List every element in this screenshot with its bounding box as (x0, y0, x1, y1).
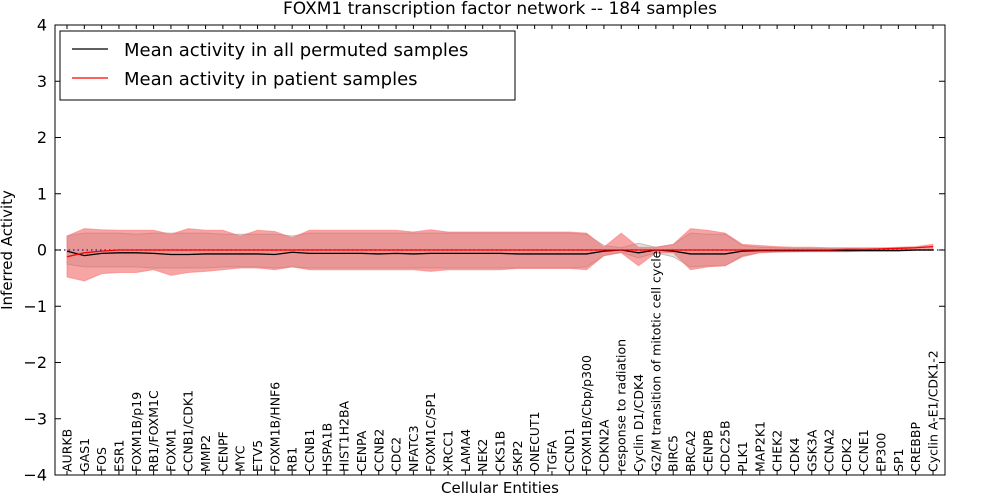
x-tick-label: FOXM1C/SP1 (423, 392, 438, 472)
series-lines (55, 245, 945, 258)
x-tick-label: HIST1H2BA (337, 400, 352, 472)
x-tick-label: PLK1 (735, 441, 750, 472)
x-tick-label: CENPA (354, 430, 369, 472)
x-tick-label: CDK4 (787, 437, 802, 472)
x-tick-label: CCNA2 (822, 429, 837, 472)
y-tick-label: 2 (37, 128, 47, 147)
x-tick-label: EP300 (874, 433, 889, 472)
x-tick-label: CCNB2 (371, 429, 386, 472)
x-tick-label: CENPF (215, 431, 230, 472)
y-tick-label: 4 (37, 16, 47, 35)
x-tick-label: FOXM1B/Cbp/p300 (579, 355, 594, 472)
x-tick-label: CCNE1 (856, 429, 871, 472)
x-tick-label: AURKB (60, 429, 75, 472)
x-tick-label: CDC2 (389, 437, 404, 472)
x-tick-label: BRCA2 (683, 430, 698, 472)
x-tick-label: Cyclin A-E1/CDK1-2 (926, 350, 941, 472)
x-tick-label: RB1 (285, 447, 300, 472)
y-tick-label: 3 (37, 72, 47, 91)
x-tick-label: FOXM1B/HNF6 (267, 382, 282, 472)
x-tick-label: FOXM1B/p19 (129, 392, 144, 472)
x-tick-label: CCND1 (562, 428, 577, 472)
x-tick-label: MYC (233, 445, 248, 472)
x-tick-label: CREBBP (908, 422, 923, 472)
x-tick-label: ETV5 (250, 440, 265, 472)
x-tick-label: CDKN2A (596, 419, 611, 472)
chart-title: FOXM1 transcription factor network -- 18… (283, 0, 717, 19)
x-tick-label: ONECUT1 (527, 411, 542, 472)
x-tick-label: CDK2 (839, 437, 854, 472)
legend-frame (59, 30, 516, 101)
x-tick-label: SP1 (891, 449, 906, 472)
x-tick-label: GAS1 (77, 438, 92, 472)
x-tick-label: MMP2 (198, 435, 213, 472)
x-tick-label: XRCC1 (441, 430, 456, 472)
y-axis-label: Inferred Activity (0, 190, 16, 310)
x-axis-ticks: AURKB GAS1 FOS ESR1 FOXM1B/p19 RB1/FOXM1C FOXM… (60, 25, 941, 475)
y-tick-label: −4 (23, 466, 47, 485)
x-tick-label: HSPA1B (319, 423, 334, 472)
y-axis-ticks: 4 3 2 1 0 −1 −2 −3 −4 (23, 16, 945, 485)
x-tick-label: FOXM1 (163, 428, 178, 472)
x-tick-label: G2/M transition of mitotic cell cycle (648, 250, 663, 472)
x-tick-label: ESR1 (111, 440, 126, 472)
x-tick-label: response to radiation (614, 339, 629, 472)
x-tick-label: MAP2K1 (752, 421, 767, 472)
series-line-patient (66, 245, 934, 258)
y-tick-label: −2 (23, 353, 47, 372)
x-tick-label: NEK2 (475, 439, 490, 472)
x-tick-label: Cyclin D1/CDK4 (631, 374, 646, 472)
x-tick-label: CKS1B (493, 431, 508, 472)
legend-label-permuted: Mean activity in all permuted samples (124, 40, 468, 61)
x-tick-label: BIRC5 (666, 435, 681, 472)
x-tick-label: CCNB1 (302, 429, 317, 472)
x-tick-label: FOS (94, 447, 109, 472)
x-tick-label: CHEK2 (770, 430, 785, 472)
x-tick-label: TGFA (544, 440, 559, 473)
x-tick-label: CENPB (700, 430, 715, 472)
x-tick-label: CCNB1/CDK1 (181, 390, 196, 472)
x-tick-label: RB1/FOXM1C (146, 390, 161, 472)
x-axis-label: Cellular Entities (441, 479, 559, 497)
x-tick-label: LAMA4 (458, 429, 473, 472)
x-tick-label: SKP2 (510, 440, 525, 472)
y-tick-label: 1 (37, 184, 47, 203)
legend: Mean activity in all permuted samples Me… (59, 30, 516, 101)
x-tick-label: NFATC3 (406, 425, 421, 472)
x-tick-label: CDC25B (718, 420, 733, 472)
y-tick-label: 0 (37, 241, 47, 260)
legend-label-patient: Mean activity in patient samples (124, 69, 418, 90)
x-tick-label: GSK3A (804, 429, 819, 472)
y-tick-label: −3 (23, 409, 47, 428)
y-tick-label: −1 (23, 297, 47, 316)
